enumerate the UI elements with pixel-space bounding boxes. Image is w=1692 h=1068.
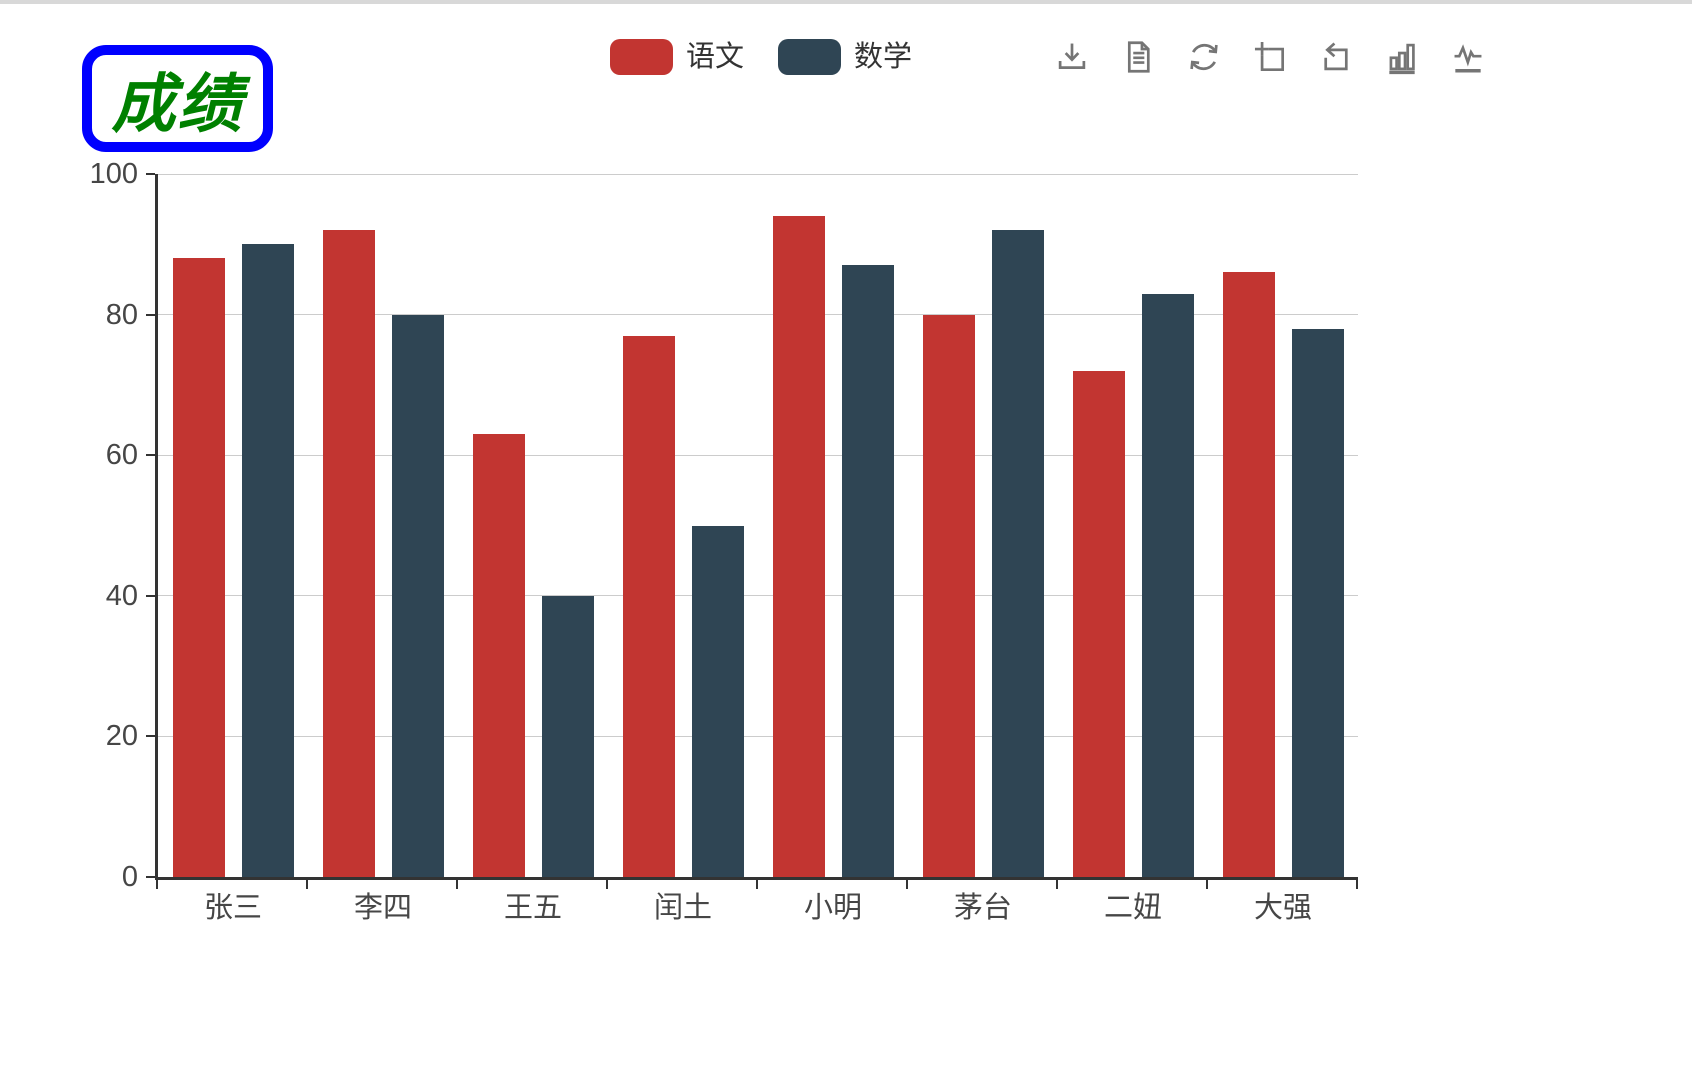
gridline-100: [158, 173, 1358, 175]
x-axis-tick: [606, 877, 608, 889]
save-as-image-icon[interactable]: [1053, 38, 1091, 76]
y-axis-tick: [146, 594, 155, 597]
y-axis-label: 60: [105, 439, 138, 472]
y-axis-label: 100: [89, 158, 138, 190]
x-axis-tick: [156, 877, 158, 889]
x-axis-label-5: 茅台: [953, 892, 1012, 924]
legend-marker-chinese: [610, 39, 673, 75]
chart-title: 成绩: [82, 45, 273, 152]
switch-to-bar-icon[interactable]: [1383, 38, 1421, 76]
y-axis-tick: [146, 735, 155, 738]
y-axis-label: 20: [105, 720, 138, 753]
bar-math-6[interactable]: [1142, 293, 1194, 877]
y-axis-tick: [146, 454, 155, 457]
legend-label-math: 数学: [854, 41, 913, 73]
legend-marker-math: [778, 39, 842, 75]
gridline-40: [158, 595, 1358, 597]
restore-icon[interactable]: [1185, 38, 1223, 76]
x-axis-tick: [1206, 877, 1208, 889]
y-axis-tick: [146, 173, 155, 175]
bar-math-4[interactable]: [842, 265, 894, 877]
switch-to-line-icon[interactable]: [1449, 38, 1487, 76]
x-axis-label-3: 闰土: [653, 892, 712, 924]
x-axis-tick: [306, 877, 308, 889]
gridline-20: [158, 735, 1358, 737]
bar-chinese-1[interactable]: [323, 230, 375, 877]
x-axis-label-6: 二妞: [1103, 892, 1162, 924]
window-top-border: [0, 0, 1692, 4]
x-axis-label-4: 小明: [803, 892, 862, 924]
y-axis-label: 0: [121, 861, 138, 893]
gridline-60: [158, 454, 1358, 456]
bar-math-3[interactable]: [692, 525, 744, 877]
toolbox: [1053, 38, 1487, 76]
bar-chinese-5[interactable]: [923, 314, 975, 877]
y-axis-tick: [146, 313, 155, 316]
data-zoom-icon[interactable]: [1251, 38, 1289, 76]
y-axis-tick: [146, 876, 155, 878]
bar-math-1[interactable]: [392, 314, 444, 877]
x-axis-tick: [756, 877, 758, 889]
legend: 语文 数学: [610, 39, 912, 75]
legend-item-chinese[interactable]: 语文: [610, 39, 744, 75]
data-zoom-reset-icon[interactable]: [1317, 38, 1355, 76]
bar-chinese-7[interactable]: [1223, 272, 1275, 877]
x-axis-tick: [1056, 877, 1058, 889]
x-axis-tick: [906, 877, 908, 889]
y-axis-line: [155, 174, 158, 880]
x-axis-tick: [1356, 877, 1358, 889]
bar-math-5[interactable]: [992, 230, 1044, 877]
data-view-icon[interactable]: [1119, 38, 1157, 76]
bar-math-2[interactable]: [542, 595, 594, 877]
x-axis-label-1: 李四: [353, 892, 412, 924]
bar-chinese-6[interactable]: [1073, 370, 1125, 877]
legend-label-chinese: 语文: [686, 41, 745, 73]
x-axis-label-0: 张三: [203, 892, 262, 924]
x-axis-tick: [456, 877, 458, 889]
bar-math-0[interactable]: [242, 244, 294, 877]
y-axis-label: 40: [105, 579, 138, 612]
bar-chinese-4[interactable]: [773, 216, 825, 877]
gridline-80: [158, 314, 1358, 316]
bar-chinese-2[interactable]: [473, 434, 525, 877]
legend-item-math[interactable]: 数学: [778, 39, 912, 75]
y-axis-label: 80: [105, 298, 138, 331]
bar-chinese-3[interactable]: [623, 335, 675, 877]
bar-math-7[interactable]: [1292, 328, 1344, 877]
x-axis-label-7: 大强: [1253, 892, 1312, 924]
bar-chinese-0[interactable]: [173, 258, 225, 877]
x-axis-label-2: 王五: [503, 892, 562, 924]
